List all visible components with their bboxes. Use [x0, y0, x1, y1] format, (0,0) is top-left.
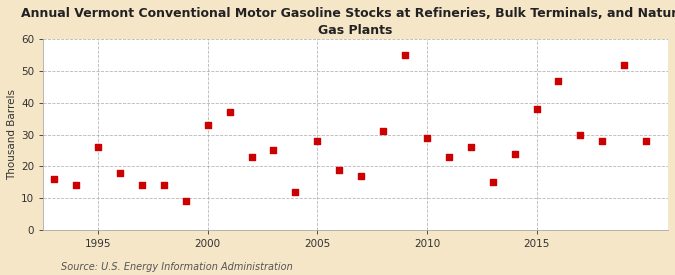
Point	[443, 155, 454, 159]
Text: Source: U.S. Energy Information Administration: Source: U.S. Energy Information Administ…	[61, 262, 292, 272]
Point	[115, 170, 126, 175]
Point	[597, 139, 608, 143]
Point	[49, 177, 59, 181]
Point	[400, 53, 410, 57]
Point	[159, 183, 169, 188]
Point	[378, 129, 389, 134]
Point	[531, 107, 542, 111]
Point	[575, 133, 586, 137]
Point	[334, 167, 345, 172]
Point	[136, 183, 147, 188]
Point	[619, 63, 630, 67]
Point	[92, 145, 103, 150]
Point	[71, 183, 82, 188]
Point	[641, 139, 651, 143]
Point	[421, 136, 432, 140]
Y-axis label: Thousand Barrels: Thousand Barrels	[7, 89, 17, 180]
Point	[553, 79, 564, 83]
Point	[356, 174, 367, 178]
Point	[180, 199, 191, 204]
Point	[312, 139, 323, 143]
Point	[224, 110, 235, 115]
Point	[290, 189, 301, 194]
Point	[246, 155, 257, 159]
Point	[268, 148, 279, 153]
Point	[202, 123, 213, 127]
Point	[487, 180, 498, 185]
Point	[465, 145, 476, 150]
Point	[509, 152, 520, 156]
Title: Annual Vermont Conventional Motor Gasoline Stocks at Refineries, Bulk Terminals,: Annual Vermont Conventional Motor Gasoli…	[21, 7, 675, 37]
